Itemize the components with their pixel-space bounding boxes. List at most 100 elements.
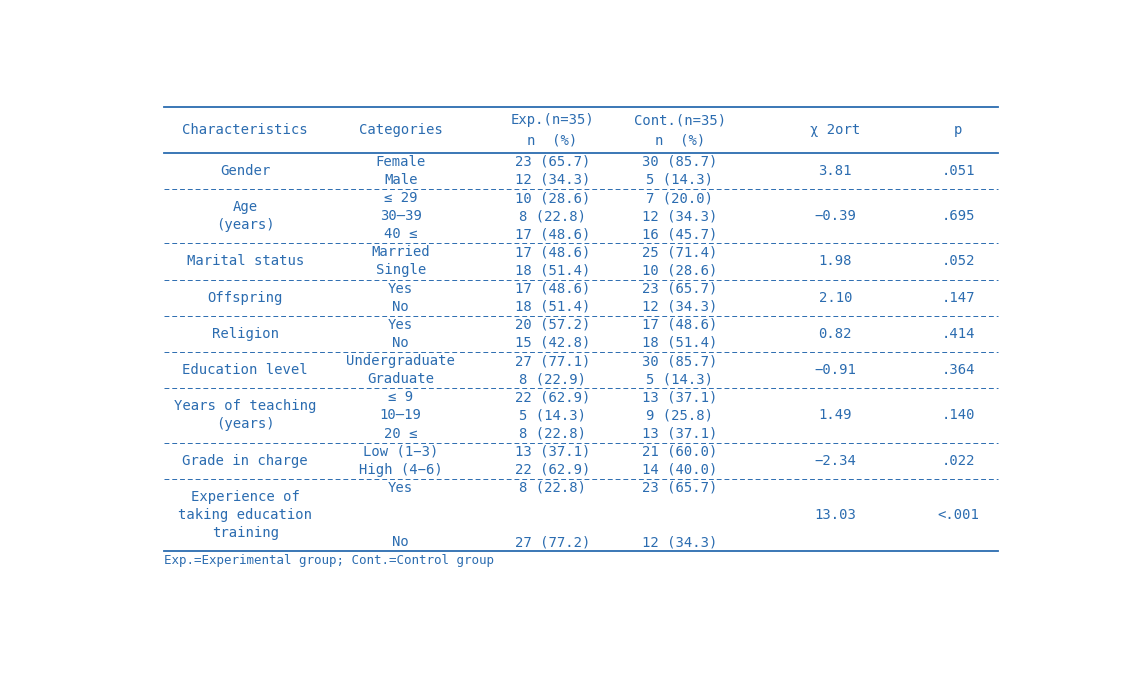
Text: 30 (85.7): 30 (85.7) (642, 155, 717, 169)
Text: Married: Married (372, 245, 429, 259)
Text: Yes: Yes (389, 281, 414, 295)
Text: Graduate: Graduate (367, 373, 434, 386)
Text: 10 (28.6): 10 (28.6) (514, 191, 590, 205)
Text: 5 (14.3): 5 (14.3) (647, 373, 714, 386)
Text: 7 (20.0): 7 (20.0) (647, 191, 714, 205)
Text: 3.81: 3.81 (818, 164, 852, 178)
Text: 17 (48.6): 17 (48.6) (514, 281, 590, 295)
Text: 30 (85.7): 30 (85.7) (642, 354, 717, 368)
Text: .052: .052 (942, 254, 976, 268)
Text: 22 (62.9): 22 (62.9) (514, 391, 590, 404)
Text: 0.82: 0.82 (818, 327, 852, 341)
Text: 23 (65.7): 23 (65.7) (514, 155, 590, 169)
Text: Low (1−3): Low (1−3) (363, 445, 438, 459)
Text: (years): (years) (216, 218, 274, 232)
Text: ≤ 9: ≤ 9 (389, 391, 414, 404)
Text: .022: .022 (942, 454, 976, 468)
Text: 10–19: 10–19 (380, 409, 421, 423)
Text: 18 (51.4): 18 (51.4) (514, 263, 590, 277)
Text: 5 (14.3): 5 (14.3) (519, 409, 586, 423)
Text: 8 (22.8): 8 (22.8) (519, 481, 586, 495)
Text: 12 (34.3): 12 (34.3) (642, 209, 717, 223)
Text: .364: .364 (942, 363, 976, 377)
Text: .414: .414 (942, 327, 976, 341)
Text: n  (%): n (%) (528, 133, 578, 147)
Text: p: p (954, 123, 962, 137)
Text: 17 (48.6): 17 (48.6) (514, 227, 590, 241)
Text: Offspring: Offspring (207, 291, 283, 304)
Text: 12 (34.3): 12 (34.3) (642, 535, 717, 549)
Text: ≤ 29: ≤ 29 (384, 191, 417, 205)
Text: Exp.(n=35): Exp.(n=35) (511, 113, 595, 127)
Text: Marital status: Marital status (187, 254, 304, 268)
Text: 12 (34.3): 12 (34.3) (642, 300, 717, 313)
Text: Yes: Yes (389, 318, 414, 332)
Text: 10 (28.6): 10 (28.6) (642, 263, 717, 277)
Text: 16 (45.7): 16 (45.7) (642, 227, 717, 241)
Text: 13 (37.1): 13 (37.1) (514, 445, 590, 459)
Text: 8 (22.8): 8 (22.8) (519, 209, 586, 223)
Text: 8 (22.9): 8 (22.9) (519, 373, 586, 386)
Text: No: No (392, 336, 409, 350)
Text: 1.98: 1.98 (818, 254, 852, 268)
Text: 23 (65.7): 23 (65.7) (642, 481, 717, 495)
Text: 30–39: 30–39 (380, 209, 421, 223)
Text: 13.03: 13.03 (815, 508, 857, 522)
Text: No: No (392, 535, 409, 549)
Text: 18 (51.4): 18 (51.4) (514, 300, 590, 313)
Text: taking education: taking education (178, 508, 313, 522)
Text: High (4−6): High (4−6) (359, 463, 443, 477)
Text: .140: .140 (942, 409, 976, 423)
Text: 20 (57.2): 20 (57.2) (514, 318, 590, 332)
Text: 40 ≤: 40 ≤ (384, 227, 417, 241)
Text: 21 (60.0): 21 (60.0) (642, 445, 717, 459)
Text: Age: Age (232, 200, 258, 214)
Text: Single: Single (375, 263, 426, 277)
Text: .051: .051 (942, 164, 976, 178)
Text: Gender: Gender (220, 164, 271, 178)
Text: Characteristics: Characteristics (182, 123, 308, 137)
Text: 14 (40.0): 14 (40.0) (642, 463, 717, 477)
Text: −0.39: −0.39 (815, 209, 857, 223)
Text: n  (%): n (%) (655, 133, 705, 147)
Text: −2.34: −2.34 (815, 454, 857, 468)
Text: Education level: Education level (182, 363, 308, 377)
Text: 1.49: 1.49 (818, 409, 852, 423)
Text: 18 (51.4): 18 (51.4) (642, 336, 717, 350)
Text: 23 (65.7): 23 (65.7) (642, 281, 717, 295)
Text: χ 2ort: χ 2ort (810, 123, 860, 137)
Text: .695: .695 (942, 209, 976, 223)
Text: 27 (77.2): 27 (77.2) (514, 535, 590, 549)
Text: 8 (22.8): 8 (22.8) (519, 427, 586, 441)
Text: Undergraduate: Undergraduate (347, 354, 455, 368)
Text: 2.10: 2.10 (818, 291, 852, 304)
Text: 13 (37.1): 13 (37.1) (642, 427, 717, 441)
Text: .147: .147 (942, 291, 976, 304)
Text: 25 (71.4): 25 (71.4) (642, 245, 717, 259)
Text: <.001: <.001 (937, 508, 979, 522)
Text: No: No (392, 300, 409, 313)
Text: 13 (37.1): 13 (37.1) (642, 391, 717, 404)
Text: Cont.(n=35): Cont.(n=35) (633, 113, 726, 127)
Text: Experience of: Experience of (190, 490, 299, 504)
Text: 17 (48.6): 17 (48.6) (642, 318, 717, 332)
Text: Female: Female (375, 155, 426, 169)
Text: (years): (years) (216, 418, 274, 432)
Text: 22 (62.9): 22 (62.9) (514, 463, 590, 477)
Text: 20 ≤: 20 ≤ (384, 427, 417, 441)
Text: Categories: Categories (359, 123, 443, 137)
Text: Religion: Religion (212, 327, 279, 341)
Text: Exp.=Experimental group; Cont.=Control group: Exp.=Experimental group; Cont.=Control g… (163, 554, 494, 567)
Text: Yes: Yes (389, 481, 414, 495)
Text: 5 (14.3): 5 (14.3) (647, 173, 714, 187)
Text: training: training (212, 526, 279, 540)
Text: −0.91: −0.91 (815, 363, 857, 377)
Text: 17 (48.6): 17 (48.6) (514, 245, 590, 259)
Text: Male: Male (384, 173, 417, 187)
Text: Years of teaching: Years of teaching (174, 400, 316, 414)
Text: 12 (34.3): 12 (34.3) (514, 173, 590, 187)
Text: 15 (42.8): 15 (42.8) (514, 336, 590, 350)
Text: 9 (25.8): 9 (25.8) (647, 409, 714, 423)
Text: 27 (77.1): 27 (77.1) (514, 354, 590, 368)
Text: Grade in charge: Grade in charge (182, 454, 308, 468)
